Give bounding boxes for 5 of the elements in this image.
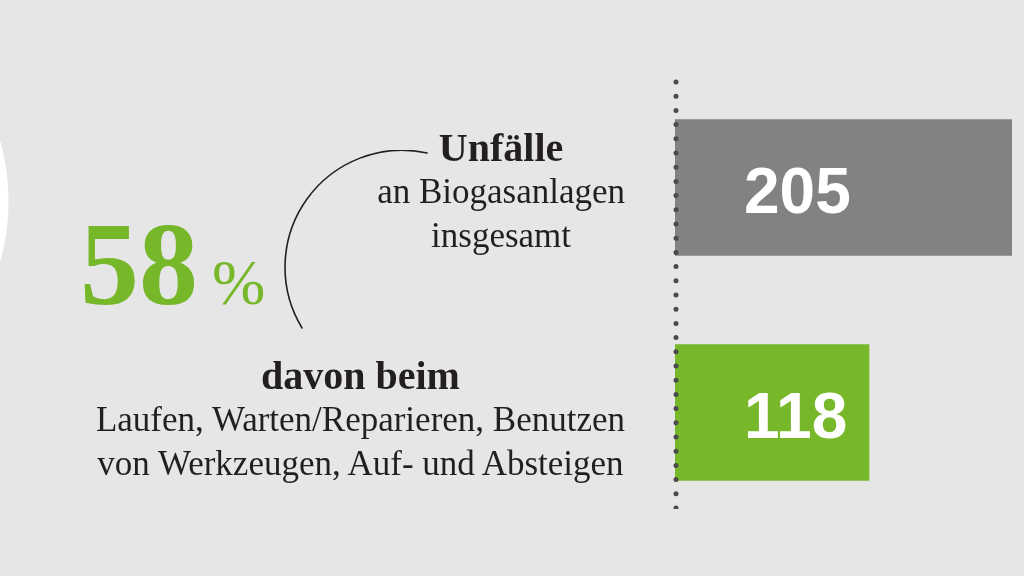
text: 58% bbox=[80, 199, 266, 330]
data-label: 118 bbox=[744, 380, 848, 453]
y-tick-label: davon beim Laufen, Warten/Reparieren, Benutzen von Werkzeugen, Auf- und Absteigen bbox=[95, 352, 625, 485]
y-tick-label: Unfälle an Biogasanlagen insgesamt bbox=[377, 124, 625, 257]
data-label: 205 bbox=[744, 155, 851, 228]
